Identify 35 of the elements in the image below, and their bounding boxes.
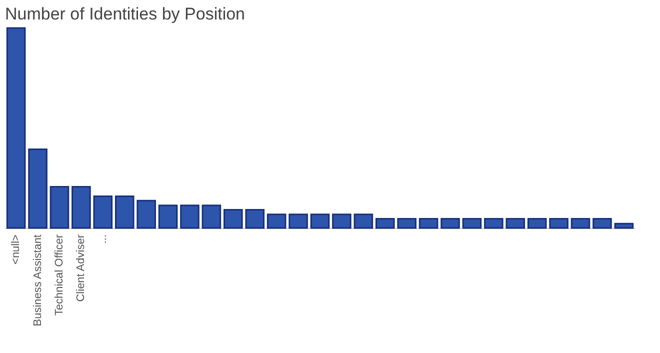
bar — [6, 27, 26, 229]
bar — [332, 214, 352, 229]
bar — [506, 218, 526, 229]
bar — [266, 214, 286, 229]
x-tick-label: Business Assistant — [32, 234, 44, 326]
x-tick-label: Technical Officer — [53, 234, 66, 316]
bar — [114, 195, 134, 229]
x-tick-label: <null> — [10, 234, 22, 264]
bar — [72, 186, 91, 229]
bar — [310, 214, 330, 229]
x-tick-label: ... — [96, 234, 109, 244]
bar — [570, 218, 590, 229]
bar — [592, 218, 612, 229]
bar — [180, 204, 200, 229]
bar — [28, 148, 48, 229]
bar — [224, 209, 243, 229]
bar — [202, 204, 222, 229]
bar — [614, 222, 634, 229]
bar — [549, 218, 568, 229]
bar — [354, 214, 374, 229]
bar — [527, 218, 547, 229]
bar — [484, 218, 504, 229]
bar — [158, 204, 178, 229]
bar — [136, 200, 156, 229]
bar — [375, 218, 395, 229]
bar — [462, 218, 482, 229]
bar — [245, 209, 265, 229]
chart-title: Number of Identities by Position — [5, 4, 246, 24]
bar — [288, 214, 308, 229]
bar — [93, 195, 113, 229]
bar — [397, 218, 416, 229]
x-tick-label: Client Adviser — [75, 234, 88, 302]
bar — [50, 186, 70, 229]
bar — [440, 218, 460, 229]
bar — [418, 218, 438, 229]
